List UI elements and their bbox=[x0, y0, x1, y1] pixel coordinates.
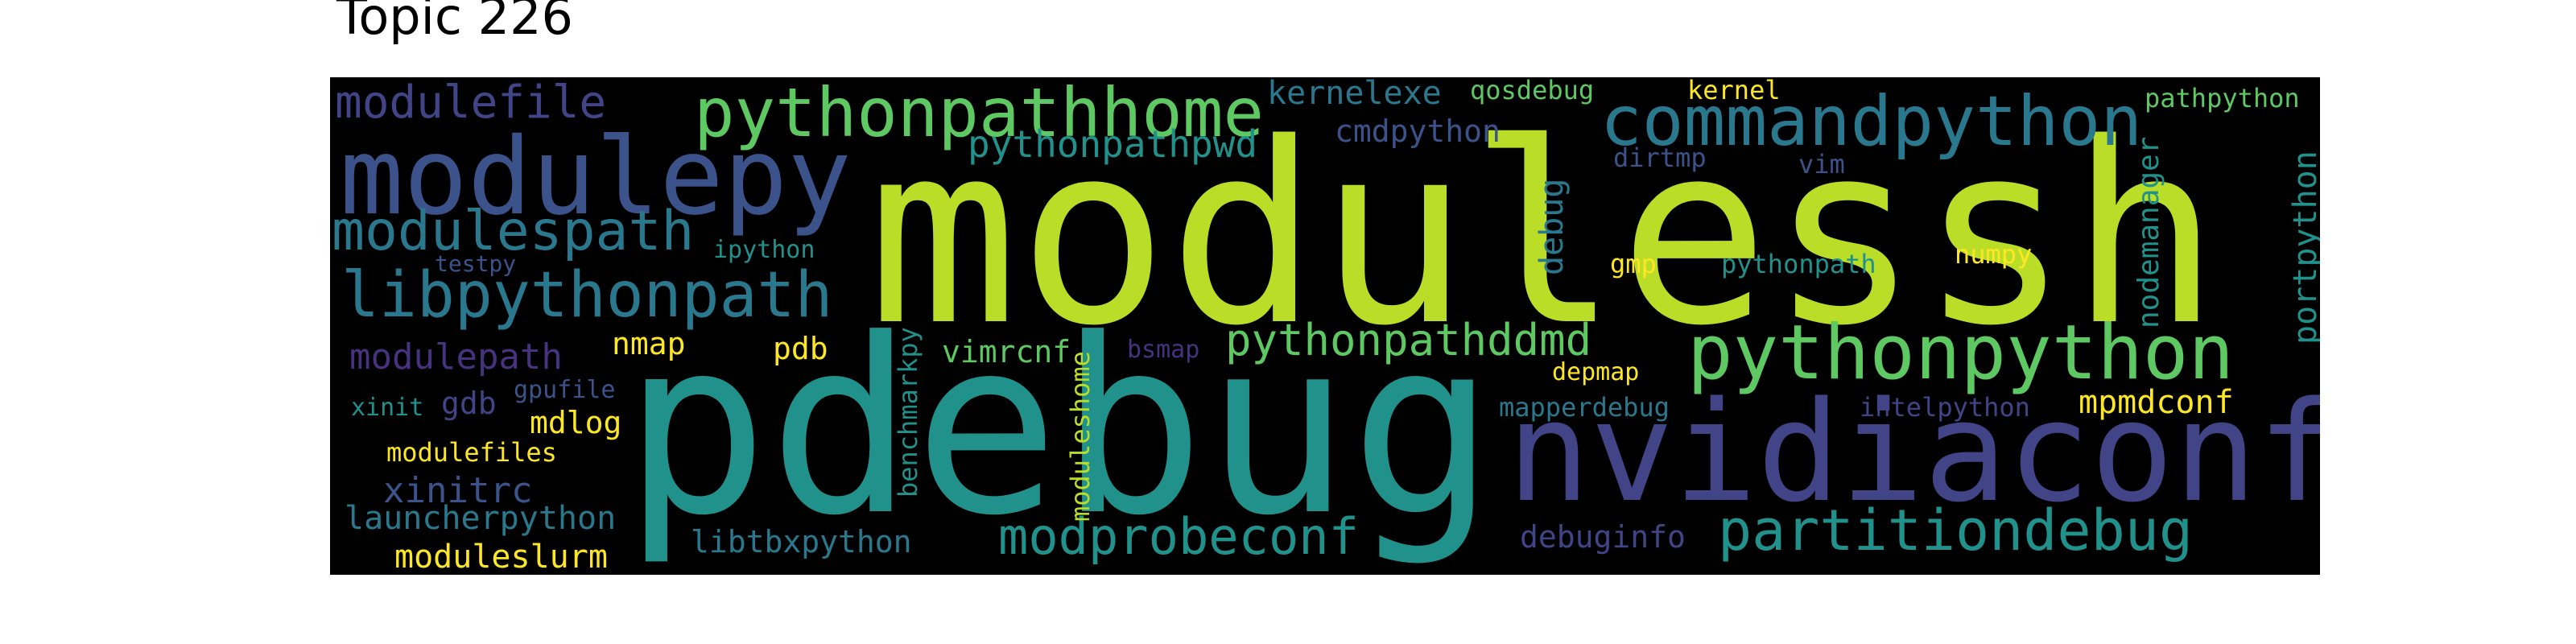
word: kernelexe bbox=[1267, 77, 1442, 112]
word: vimrcnf bbox=[942, 334, 1071, 369]
word: intelpython bbox=[1860, 392, 2030, 423]
word: modulepy bbox=[340, 115, 852, 239]
word: pdb bbox=[773, 331, 828, 366]
word: modulessh bbox=[868, 90, 2220, 381]
word: cmdpython bbox=[1335, 114, 1501, 149]
word: nvidiaconf bbox=[1507, 371, 2320, 533]
word: benchmarkpy bbox=[893, 327, 923, 497]
word: kernel bbox=[1687, 77, 1781, 105]
word: vim bbox=[1798, 149, 1845, 180]
word: pythonpathpwd bbox=[968, 122, 1258, 166]
word: pdebug bbox=[623, 287, 1496, 568]
figure-title: Topic 226 bbox=[336, 0, 573, 46]
word: modulefiles bbox=[386, 437, 557, 468]
word: xinitrc bbox=[383, 470, 533, 511]
word: gmp bbox=[1610, 249, 1657, 279]
word: gpufile bbox=[514, 376, 616, 404]
word: mdlog bbox=[530, 405, 622, 440]
word: debuginfo bbox=[1520, 519, 1686, 555]
word: pythonpathddmd bbox=[1225, 315, 1592, 365]
word: moduleslurm bbox=[394, 539, 608, 575]
word: launcherpython bbox=[345, 500, 617, 537]
word: nodemanager bbox=[2132, 136, 2165, 328]
word: pathpython bbox=[2145, 83, 2300, 114]
word: modulefile bbox=[335, 77, 607, 129]
word: debug bbox=[1534, 178, 1571, 275]
word: modprobeconf bbox=[998, 507, 1359, 566]
word: libtbxpython bbox=[691, 524, 912, 559]
word: qosdebug bbox=[1470, 77, 1595, 105]
word: commandpython bbox=[1600, 81, 2143, 162]
word: nmap bbox=[612, 326, 686, 361]
word: mapperdebug bbox=[1499, 392, 1670, 423]
word: testpy bbox=[435, 250, 517, 277]
word: mpmdconf bbox=[2079, 384, 2234, 421]
word: gdb bbox=[441, 386, 497, 421]
word: pythonpython bbox=[1687, 309, 2235, 397]
word: pythonpath bbox=[1721, 249, 1876, 279]
word: numpy bbox=[1955, 239, 2033, 270]
word: modulepath bbox=[349, 336, 563, 378]
word: dirtmp bbox=[1613, 142, 1707, 173]
word: ipython bbox=[713, 236, 815, 264]
word: modulespath bbox=[332, 200, 695, 263]
word-cloud: modulessh pdebug nvidiaconf modulepy pyt… bbox=[330, 77, 2320, 575]
word: moduleshome bbox=[1065, 351, 1096, 522]
word: libpythonpath bbox=[341, 259, 833, 332]
word: xinit bbox=[351, 394, 424, 422]
word: partitiondebug bbox=[1718, 497, 2194, 564]
word: portpython bbox=[2287, 151, 2320, 345]
word: depmap bbox=[1552, 358, 1640, 386]
word: bsmap bbox=[1127, 336, 1200, 364]
word: pythonpathhome bbox=[694, 77, 1265, 152]
